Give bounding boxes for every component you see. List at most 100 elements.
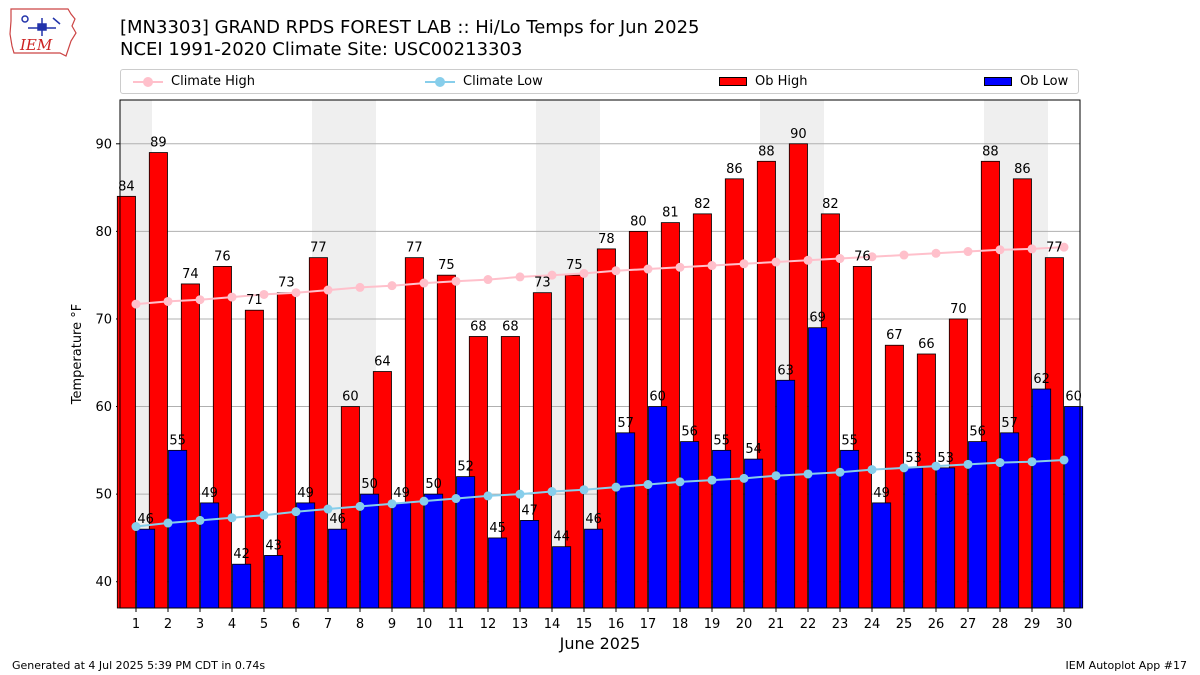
chart-title: [MN3303] GRAND RPDS FOREST LAB :: Hi/Lo … [120,17,700,38]
climate-low-point [931,461,941,471]
weekend-band [536,100,568,608]
legend-item-climate-low: Climate Low [425,70,543,93]
climate-low-point [867,465,877,475]
climate-high-line-icon [133,76,163,87]
ob-low-data-label: 46 [329,512,346,527]
climate-high-point [1059,242,1069,252]
ob-high-bar [820,213,840,609]
ob-low-bar [456,476,476,609]
ob-low-data-label: 53 [937,451,954,466]
ob-high-bar [244,309,264,609]
ob-high-data-label: 86 [726,162,743,177]
x-tick-label: 2 [164,617,172,632]
legend-label-climate-low: Climate Low [463,74,543,89]
legend-label-climate-high: Climate High [171,74,256,89]
climate-low-point [675,477,685,487]
ob-low-bar [840,449,860,609]
climate-low-point [483,491,493,501]
climate-low-point [579,485,589,495]
climate-low-point [547,487,557,497]
ob-high-bar [628,230,648,609]
climate-low-point [803,469,813,479]
climate-low-line-icon [425,76,455,87]
ob-high-data-label: 60 [342,390,359,405]
x-tick-label: 13 [512,617,529,632]
ob-high-bar [180,283,200,609]
ob-low-bar [424,493,444,609]
ob-high-bar [532,292,552,609]
ob-low-data-label: 63 [777,363,794,378]
ob-high-data-label: 68 [470,319,487,334]
ob-low-bar [712,449,732,609]
ob-low-data-label: 57 [1001,416,1018,431]
legend-label-ob-high: Ob High [755,74,808,89]
ob-high-bar [916,353,936,609]
x-tick-label: 20 [736,617,753,632]
climate-high-point [579,268,589,278]
x-tick-label: 18 [672,617,689,632]
y-tick-label: 70 [95,312,112,327]
x-tick-label: 29 [1024,617,1041,632]
ob-high-bar [884,344,904,609]
climate-high-point [483,275,493,285]
climate-high-point [451,276,461,286]
ob-high-data-label: 64 [374,355,391,370]
ob-low-bar [136,528,156,609]
ob-low-bar [360,493,380,609]
climate-high-point [707,261,717,271]
climate-low-point [515,489,525,499]
climate-high-point [675,262,685,272]
x-tick-label: 16 [608,617,625,632]
ob-low-data-label: 46 [585,512,602,527]
y-axis-label: Temperature °F [70,304,85,405]
ob-high-bar [788,143,808,609]
climate-low-point [1027,457,1037,467]
ob-low-data-label: 57 [617,416,634,431]
climate-high-point [291,288,301,298]
ob-high-data-label: 75 [566,258,583,273]
climate-low-point [355,501,365,511]
ob-high-data-label: 67 [886,328,903,343]
weekend-band [344,100,376,608]
climate-low-point [291,507,301,517]
climate-low-point [739,473,749,483]
climate-high-point [163,296,173,306]
ob-high-data-label: 86 [1014,162,1031,177]
ob-low-bar [488,537,508,609]
ob-low-data-label: 53 [905,451,922,466]
ob-low-bar [552,546,572,609]
ob-high-bar [692,213,712,609]
ob-low-data-label: 49 [297,486,314,501]
ob-low-bar [872,502,892,609]
ob-high-data-label: 71 [246,293,263,308]
x-tick-label: 21 [768,617,785,632]
ob-low-data-label: 52 [457,460,474,475]
climate-low-point [963,459,973,469]
ob-high-data-label: 68 [502,319,519,334]
ob-high-bar [980,160,1000,609]
weekend-band [1016,100,1048,608]
ob-high-bar [148,152,168,609]
ob-low-bar [584,528,604,609]
climate-high-point [899,250,909,260]
weekend-band [760,100,792,608]
ob-low-data-label: 46 [137,512,154,527]
ob-high-bar [404,257,424,609]
ob-low-data-label: 60 [1065,390,1082,405]
ob-high-bar [436,274,456,609]
ob-high-data-label: 88 [758,144,775,159]
ob-high-bar [1044,257,1064,609]
ob-high-data-label: 81 [662,206,679,221]
x-tick-label: 3 [196,617,204,632]
climate-high-point [739,259,749,269]
ob-low-data-label: 69 [809,311,826,326]
ob-low-data-label: 56 [681,425,698,440]
climate-high-point [259,289,269,299]
ob-high-data-label: 77 [310,241,327,256]
ob-low-bar [392,502,412,609]
ob-low-data-label: 42 [233,547,250,562]
ob-low-bar [520,520,540,609]
x-tick-label: 26 [928,617,945,632]
ob-low-data-label: 50 [425,477,442,492]
x-tick-label: 28 [992,617,1009,632]
